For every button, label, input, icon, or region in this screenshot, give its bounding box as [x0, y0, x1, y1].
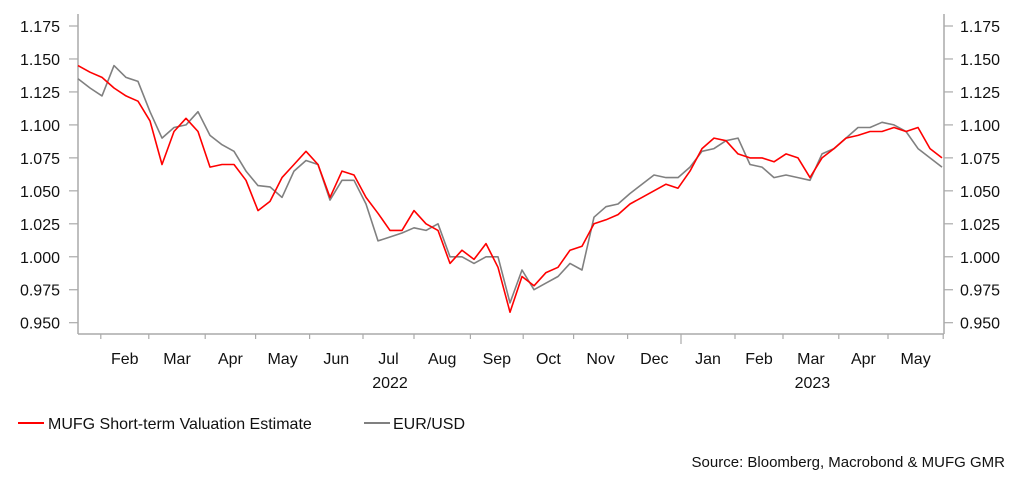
y-tick-label-left: 1.000 — [20, 250, 60, 267]
source-note: Source: Bloomberg, Macrobond & MUFG GMR — [692, 454, 1006, 471]
y-tick-label-left: 1.175 — [20, 19, 60, 36]
y-tick-label-right: 1.175 — [960, 19, 1000, 36]
legend-label-eurusd: EUR/USD — [393, 416, 465, 433]
month-label: Nov — [586, 351, 614, 368]
y-tick-label-left: 0.975 — [20, 283, 60, 300]
series-lines — [77, 64, 943, 314]
month-label: Apr — [851, 351, 877, 368]
y-tick-label-right: 1.025 — [960, 217, 1000, 234]
y-tick-label-right: 1.125 — [960, 85, 1000, 102]
series-line-mufg — [77, 64, 943, 314]
y-tick-label-left: 1.075 — [20, 151, 60, 168]
y-tick-label-right: 1.100 — [960, 118, 1000, 135]
month-label: Sep — [483, 351, 512, 368]
month-label: May — [900, 351, 930, 368]
month-label: Jul — [378, 351, 398, 368]
month-label: Jun — [323, 351, 349, 368]
y-tick-label-left: 0.950 — [20, 316, 60, 333]
y-tick-label-left: 1.100 — [20, 118, 60, 135]
month-label: Mar — [163, 351, 191, 368]
y-tick-label-left: 1.125 — [20, 85, 60, 102]
month-label: Mar — [797, 351, 825, 368]
month-label: Aug — [428, 351, 456, 368]
y-tick-label-right: 0.950 — [960, 316, 1000, 333]
y-tick-label-right: 1.075 — [960, 151, 1000, 168]
series-line-eurusd — [77, 64, 943, 304]
month-label: Feb — [745, 351, 773, 368]
y-tick-label-right: 1.050 — [960, 184, 1000, 201]
legend: MUFG Short-term Valuation Estimate EUR/U… — [18, 416, 465, 433]
legend-label-mufg: MUFG Short-term Valuation Estimate — [48, 416, 312, 433]
y-tick-label-right: 1.150 — [960, 52, 1000, 69]
y-tick-label-right: 0.975 — [960, 283, 1000, 300]
month-label: Feb — [111, 351, 139, 368]
month-label: Apr — [218, 351, 244, 368]
axes: 0.950 0.950 0.975 0.975 1.000 1.000 1.025 1.025… — [20, 14, 1000, 392]
month-label: Jan — [695, 351, 721, 368]
y-tick-label-left: 1.050 — [20, 184, 60, 201]
year-label: 2022 — [372, 375, 408, 392]
year-label: 2023 — [795, 375, 831, 392]
y-tick-label-left: 1.150 — [20, 52, 60, 69]
month-label: Oct — [536, 351, 561, 368]
y-tick-label-left: 1.025 — [20, 217, 60, 234]
month-label: May — [267, 351, 297, 368]
y-tick-label-right: 1.000 — [960, 250, 1000, 267]
month-label: Dec — [640, 351, 668, 368]
